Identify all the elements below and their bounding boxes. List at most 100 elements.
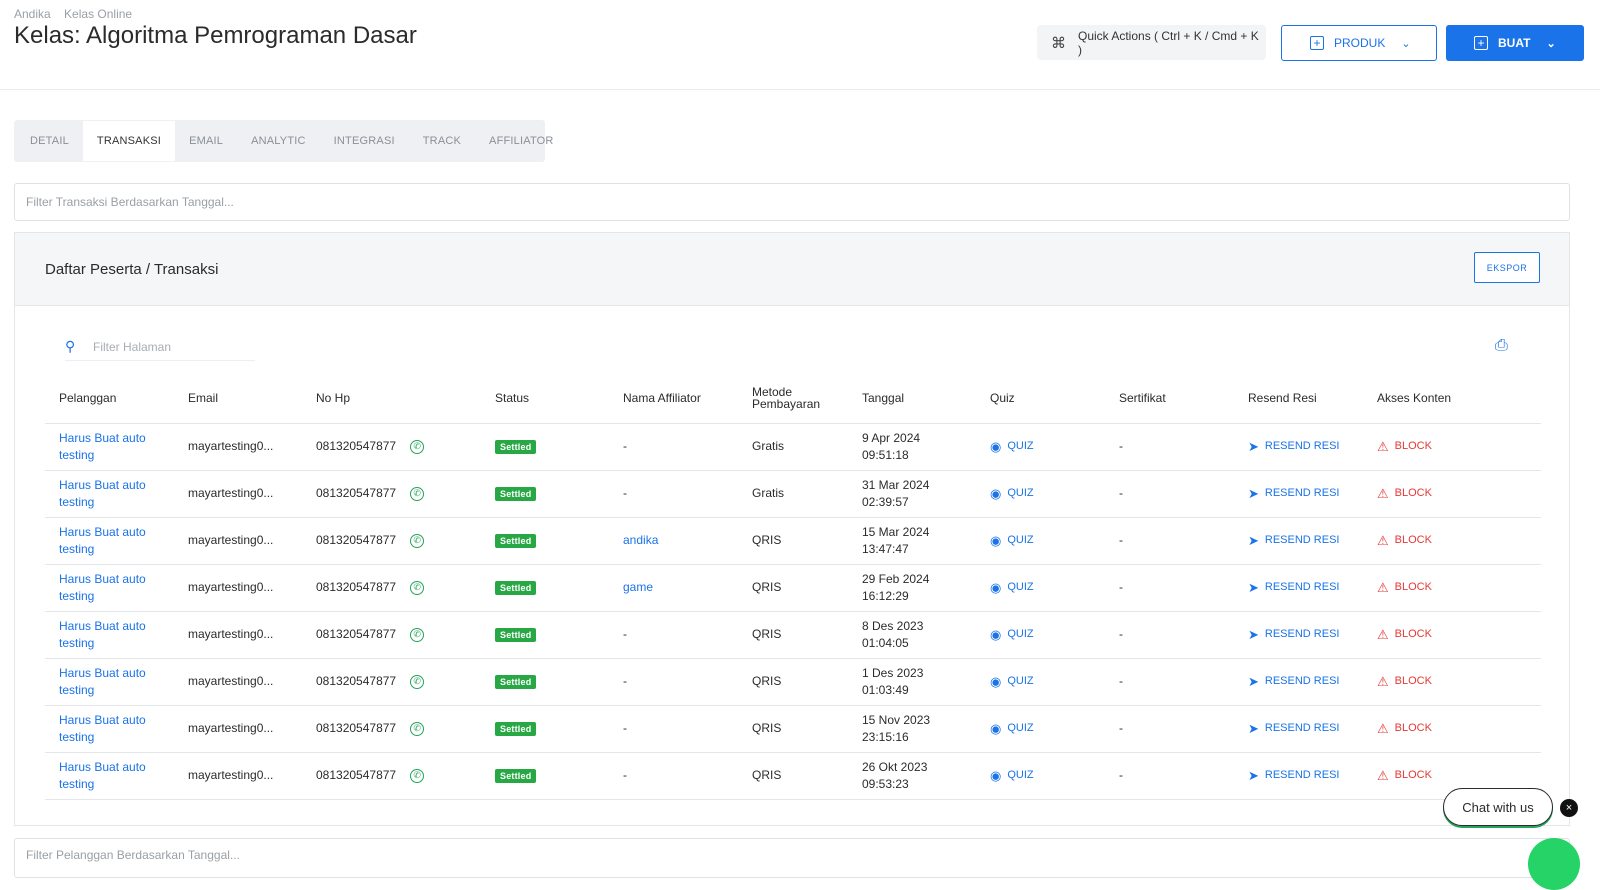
cell-metode: QRIS xyxy=(738,517,848,565)
quiz-button[interactable]: ◉ QUIZ xyxy=(990,720,1034,737)
block-button[interactable]: ⚠ BLOCK xyxy=(1377,485,1432,502)
column-header: Pelanggan xyxy=(45,373,174,424)
table-row: Harus Buat auto testing mayartesting0... 0… xyxy=(45,517,1541,565)
whatsapp-icon[interactable]: ✆ xyxy=(410,533,425,548)
resend-label: RESEND RESI xyxy=(1264,721,1340,734)
cell-tanggal: 8 Des 2023 01:04:05 xyxy=(848,611,976,659)
close-icon[interactable]: × xyxy=(1560,799,1578,817)
tab-detail[interactable]: DETAIL xyxy=(30,135,69,147)
cell-pelanggan: Harus Buat auto testing xyxy=(45,752,174,800)
customer-link[interactable]: Harus Buat auto testing xyxy=(59,665,146,697)
resend-resi-button[interactable]: ➤ RESEND RESI xyxy=(1248,532,1339,549)
cell-status: Settled xyxy=(481,423,609,471)
buat-button[interactable]: + BUAT ⌄ xyxy=(1446,25,1584,61)
quiz-button[interactable]: ◉ QUIZ xyxy=(990,532,1034,549)
whatsapp-icon[interactable]: ✆ xyxy=(410,486,425,501)
block-button[interactable]: ⚠ BLOCK xyxy=(1377,626,1432,643)
customer-link[interactable]: Harus Buat auto testing xyxy=(59,430,146,462)
page-filter-input[interactable] xyxy=(93,339,243,354)
whatsapp-icon[interactable]: ✆ xyxy=(410,674,425,689)
tab-affiliator[interactable]: AFFILIATOR xyxy=(489,135,554,147)
whatsapp-icon[interactable]: ✆ xyxy=(410,580,425,595)
phone-number: 081320547877 xyxy=(316,768,397,782)
tab-email[interactable]: EMAIL xyxy=(189,135,224,147)
cell-resend: ➤ RESEND RESI xyxy=(1234,752,1363,800)
table-body: Harus Buat auto testing mayartesting0... 0… xyxy=(45,423,1541,800)
cell-affiliator: - xyxy=(609,470,738,518)
breadcrumb-item[interactable]: Kelas Online xyxy=(64,7,133,21)
cell-metode: QRIS xyxy=(738,611,848,659)
block-button[interactable]: ⚠ BLOCK xyxy=(1377,673,1432,690)
quick-actions-button[interactable]: ⌘ Quick Actions ( Ctrl + K / Cmd + K ) xyxy=(1037,25,1266,60)
resend-resi-button[interactable]: ➤ RESEND RESI xyxy=(1248,767,1339,784)
whatsapp-fab-icon[interactable] xyxy=(1528,838,1580,890)
resend-resi-button[interactable]: ➤ RESEND RESI xyxy=(1248,626,1339,643)
block-button[interactable]: ⚠ BLOCK xyxy=(1377,579,1432,596)
filter-transaksi-date-input[interactable]: Filter Transaksi Berdasarkan Tanggal... xyxy=(14,183,1570,221)
block-button[interactable]: ⚠ BLOCK xyxy=(1377,532,1432,549)
customer-link[interactable]: Harus Buat auto testing xyxy=(59,524,146,556)
quiz-button[interactable]: ◉ QUIZ xyxy=(990,485,1034,502)
quiz-button[interactable]: ◉ QUIZ xyxy=(990,438,1034,455)
whatsapp-icon[interactable]: ✆ xyxy=(410,768,425,783)
cell-affiliator: - xyxy=(609,611,738,659)
quiz-button[interactable]: ◉ QUIZ xyxy=(990,673,1034,690)
time-text: 13:47:47 xyxy=(862,541,909,556)
cell-tanggal: 1 Des 2023 01:03:49 xyxy=(848,658,976,706)
cell-email: mayartesting0... xyxy=(174,564,302,612)
column-header: Tanggal xyxy=(848,373,976,424)
customer-link[interactable]: Harus Buat auto testing xyxy=(59,571,146,603)
cell-tanggal: 29 Feb 2024 16:12:29 xyxy=(848,564,976,612)
quiz-button[interactable]: ◉ QUIZ xyxy=(990,626,1034,643)
resend-label: RESEND RESI xyxy=(1264,674,1340,687)
printer-icon[interactable]: ⎙ xyxy=(1495,337,1508,354)
customer-link[interactable]: Harus Buat auto testing xyxy=(59,477,146,509)
column-header: Metode Pembayaran xyxy=(738,373,848,424)
produk-button[interactable]: + PRODUK ⌄ xyxy=(1281,25,1437,61)
breadcrumb-item[interactable]: Andika xyxy=(14,7,51,21)
export-button[interactable]: EKSPOR xyxy=(1474,252,1540,283)
affiliator-name[interactable]: game xyxy=(623,580,654,594)
chat-with-us-button[interactable]: Chat with us xyxy=(1443,788,1553,826)
warning-icon: ⚠ xyxy=(1377,673,1389,689)
tab-analytic[interactable]: ANALYTIC xyxy=(251,135,306,147)
whatsapp-icon[interactable]: ✆ xyxy=(410,721,425,736)
cell-akses: ⚠ BLOCK xyxy=(1363,658,1541,706)
cell-status: Settled xyxy=(481,705,609,753)
quiz-label: QUIZ xyxy=(1007,580,1034,593)
resend-resi-button[interactable]: ➤ RESEND RESI xyxy=(1248,485,1339,502)
cell-email: mayartesting0... xyxy=(174,470,302,518)
block-label: BLOCK xyxy=(1394,721,1432,734)
resend-resi-button[interactable]: ➤ RESEND RESI xyxy=(1248,673,1339,690)
filter-pelanggan-date-input[interactable]: Filter Pelanggan Berdasarkan Tanggal... xyxy=(14,838,1570,878)
customer-link[interactable]: Harus Buat auto testing xyxy=(59,618,146,650)
tab-transaksi[interactable]: TRANSAKSI xyxy=(82,121,176,161)
tab-track[interactable]: TRACK xyxy=(422,135,462,147)
block-button[interactable]: ⚠ BLOCK xyxy=(1377,767,1432,784)
cell-hp: 081320547877 ✆ xyxy=(302,470,481,518)
tab-integrasi[interactable]: INTEGRASI xyxy=(333,135,395,147)
quick-actions-label: Quick Actions ( Ctrl + K / Cmd + K ) xyxy=(1078,28,1259,57)
quiz-button[interactable]: ◉ QUIZ xyxy=(990,767,1034,784)
affiliator-name[interactable]: andika xyxy=(623,533,659,547)
resend-resi-button[interactable]: ➤ RESEND RESI xyxy=(1248,720,1339,737)
eye-icon: ◉ xyxy=(990,579,1002,595)
resend-resi-button[interactable]: ➤ RESEND RESI xyxy=(1248,579,1339,596)
block-button[interactable]: ⚠ BLOCK xyxy=(1377,438,1432,455)
eye-icon: ◉ xyxy=(990,626,1002,642)
whatsapp-icon[interactable]: ✆ xyxy=(410,627,425,642)
customer-link[interactable]: Harus Buat auto testing xyxy=(59,759,146,791)
transactions-table: Pelanggan Email No Hp Status Nama Affili… xyxy=(45,373,1541,800)
customer-link[interactable]: Harus Buat auto testing xyxy=(59,712,146,744)
resend-resi-button[interactable]: ➤ RESEND RESI xyxy=(1248,438,1339,455)
block-button[interactable]: ⚠ BLOCK xyxy=(1377,720,1432,737)
cell-email: mayartesting0... xyxy=(174,423,302,471)
cell-hp: 081320547877 ✆ xyxy=(302,564,481,612)
quiz-button[interactable]: ◉ QUIZ xyxy=(990,579,1034,596)
phone-number: 081320547877 xyxy=(316,627,397,641)
cell-pelanggan: Harus Buat auto testing xyxy=(45,470,174,518)
cell-resend: ➤ RESEND RESI xyxy=(1234,658,1363,706)
cell-sertifikat: - xyxy=(1105,752,1234,800)
table-row: Harus Buat auto testing mayartesting0... 0… xyxy=(45,611,1541,659)
whatsapp-icon[interactable]: ✆ xyxy=(410,439,425,454)
